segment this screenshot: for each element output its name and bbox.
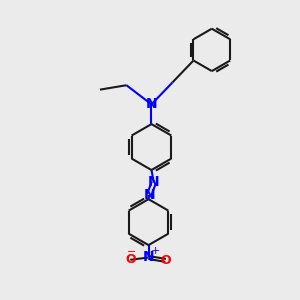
Text: N: N [143, 250, 154, 265]
Text: O: O [125, 253, 136, 266]
Text: +: + [150, 246, 160, 256]
Text: N: N [146, 98, 157, 111]
Text: −: − [127, 247, 136, 256]
Text: N: N [148, 176, 160, 189]
Text: N: N [143, 188, 155, 202]
Text: O: O [160, 254, 171, 267]
